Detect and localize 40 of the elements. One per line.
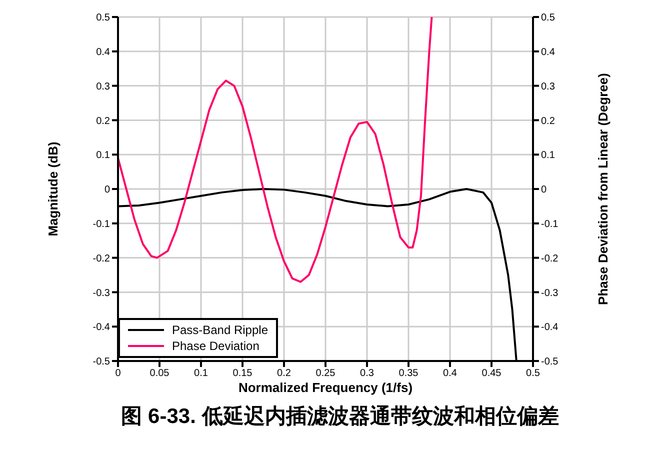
y-tick-label: 0.3 [96, 81, 110, 92]
y2-tick-label: 0.4 [541, 46, 556, 58]
x-tick-label: 0.35 [398, 368, 419, 380]
y-tick-label: 0.5 [96, 12, 110, 24]
x-tick-label: 0.15 [232, 368, 253, 380]
y-axis-title: Magnitude (dB) [46, 142, 61, 236]
y2-tick-label: -0.2 [541, 253, 559, 264]
y-tick-label: -0.1 [92, 218, 110, 230]
y2-tick-label: 0.3 [541, 81, 556, 92]
y2-tick-label: 0.1 [541, 150, 556, 162]
x-tick-label: 0.05 [150, 368, 170, 380]
x-tick-label: 0.45 [482, 368, 502, 380]
y2-tick-label: -0.1 [541, 218, 559, 230]
x-tick-label: 0.3 [360, 368, 374, 380]
y2-tick-label: 0.2 [541, 116, 556, 127]
legend-label: Pass-Band Ripple [172, 322, 268, 338]
y2-tick-label: 0 [541, 184, 547, 196]
y2-axis-title: Phase Deviation from Linear (Degree) [596, 73, 611, 305]
x-tick-label: 0.4 [443, 368, 458, 380]
y2-tick-label: 0.5 [541, 12, 556, 24]
y-tick-label: -0.4 [92, 322, 110, 334]
y-tick-label: -0.3 [92, 288, 110, 299]
y2-tick-label: -0.3 [541, 288, 559, 299]
y-tick-label: 0.2 [96, 116, 110, 127]
x-tick-label: 0.5 [526, 368, 540, 380]
text: 图 6-33. 低延迟内插滤波器通带纹波和相位偏差 [120, 404, 560, 430]
x-tick-label: 0.2 [277, 368, 292, 380]
line-series [118, 17, 433, 283]
x-tick-label: 0.1 [194, 368, 208, 380]
y-tick-label: 0.4 [96, 46, 110, 58]
x-tick-label: 0.25 [316, 368, 336, 380]
y-tick-label: 0.1 [96, 150, 110, 162]
y-tick-label: 0 [104, 184, 110, 196]
x-axis-title: Normalized Frequency (1/fs) [237, 380, 414, 395]
legend-label: Phase Deviation [172, 338, 260, 354]
y-tick-label: -0.2 [92, 253, 110, 264]
y2-tick-label: -0.5 [541, 356, 559, 368]
y2-tick-label: -0.4 [541, 322, 559, 334]
x-tick-label: 0 [115, 368, 122, 380]
y-tick-label: -0.5 [92, 356, 110, 368]
